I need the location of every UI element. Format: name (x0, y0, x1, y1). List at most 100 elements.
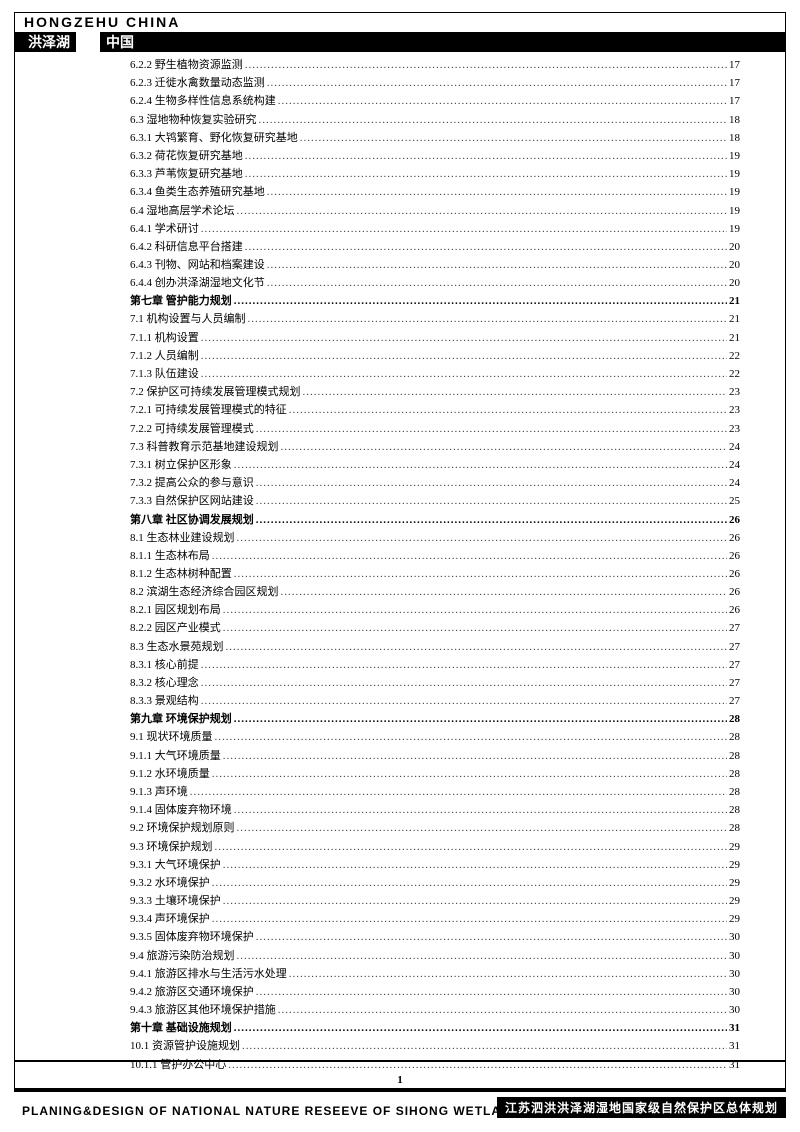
toc-row: 9.4.3 旅游区其他环境保护措施.......................… (130, 1005, 740, 1016)
toc-row: 9.3.1 大气环境保护............................… (130, 860, 740, 871)
toc-row: 6.4.2 科研信息平台搭建..........................… (130, 242, 740, 253)
toc-page: 19 (729, 169, 740, 180)
toc-row: 8.1 生态林业建设规划............................… (130, 533, 740, 544)
toc-label: 6.4.3 刊物、网站和档案建设 (130, 260, 265, 271)
page-number: 1 (0, 1074, 800, 1086)
toc-row: 8.1.2 生态林树种配置...........................… (130, 569, 740, 580)
header-english: HONGZEHU CHINA (24, 14, 180, 30)
toc-page: 21 (729, 333, 740, 344)
toc-row: 9.4.1 旅游区排水与生活污水处理......................… (130, 969, 740, 980)
toc-row: 8.3.2 核心理念..............................… (130, 678, 740, 689)
toc-page: 26 (729, 605, 740, 616)
toc-leader-dots: ........................................… (289, 405, 727, 416)
toc-leader-dots: ........................................… (245, 242, 727, 253)
toc-page: 19 (729, 224, 740, 235)
toc-label: 6.4.4 创办洪泽湖湿地文化节 (130, 278, 265, 289)
table-of-contents: 6.2.2 野生植物资源监测..........................… (130, 60, 740, 1062)
toc-label: 9.3 环境保护规划 (130, 842, 213, 853)
header-title-bar: 洪泽湖 中国 (14, 32, 786, 52)
toc-leader-dots: ........................................… (212, 769, 727, 780)
toc-leader-dots: ........................................… (267, 78, 727, 89)
toc-page: 17 (729, 78, 740, 89)
footer-chinese: 江苏泗洪洪泽湖湿地国家级自然保护区总体规划 (497, 1097, 786, 1118)
toc-leader-dots: ........................................… (267, 278, 727, 289)
toc-page: 17 (729, 96, 740, 107)
toc-page: 25 (729, 496, 740, 507)
toc-row: 第八章 社区协调发展规划............................… (130, 515, 740, 526)
toc-row: 6.2.2 野生植物资源监测..........................… (130, 60, 740, 71)
toc-page: 29 (729, 860, 740, 871)
toc-label: 6.4 湿地高层学术论坛 (130, 206, 235, 217)
toc-leader-dots: ........................................… (281, 587, 728, 598)
toc-label: 7.3.1 树立保护区形象 (130, 460, 232, 471)
toc-row: 7.2.1 可持续发展管理模式的特征......................… (130, 405, 740, 416)
toc-label: 7.1 机构设置与人员编制 (130, 314, 246, 325)
toc-row: 9.3.4 声环境保护.............................… (130, 914, 740, 925)
toc-label: 6.4.2 科研信息平台搭建 (130, 242, 243, 253)
footer-divider (14, 1060, 786, 1062)
toc-leader-dots: ........................................… (278, 96, 727, 107)
toc-page: 28 (729, 751, 740, 762)
toc-leader-dots: ........................................… (226, 642, 728, 653)
toc-label: 9.4.2 旅游区交通环境保护 (130, 987, 254, 998)
toc-label: 6.3 湿地物种恢复实验研究 (130, 115, 257, 126)
toc-page: 28 (729, 714, 740, 725)
toc-label: 8.3.1 核心前提 (130, 660, 199, 671)
toc-page: 31 (729, 1041, 740, 1052)
toc-row: 9.2 环境保护规划原则............................… (130, 823, 740, 834)
toc-leader-dots: ........................................… (223, 860, 727, 871)
toc-page: 18 (729, 115, 740, 126)
toc-leader-dots: ........................................… (256, 987, 727, 998)
toc-label: 7.3.3 自然保护区网站建设 (130, 496, 254, 507)
toc-row: 9.1.1 大气环境质量............................… (130, 751, 740, 762)
toc-row: 6.4.1 学术研讨..............................… (130, 224, 740, 235)
toc-leader-dots: ........................................… (190, 787, 727, 798)
toc-row: 8.1.1 生态林布局.............................… (130, 551, 740, 562)
toc-row: 7.1.3 队伍建设..............................… (130, 369, 740, 380)
toc-page: 24 (729, 478, 740, 489)
toc-label: 9.4.1 旅游区排水与生活污水处理 (130, 969, 287, 980)
toc-row: 7.2.2 可持续发展管理模式.........................… (130, 424, 740, 435)
toc-page: 26 (729, 533, 740, 544)
toc-label: 6.2.3 迁徙水禽数量动态监测 (130, 78, 265, 89)
toc-row: 9.3.2 水环境保护.............................… (130, 878, 740, 889)
toc-page: 28 (729, 732, 740, 743)
toc-leader-dots: ........................................… (237, 206, 728, 217)
toc-page: 28 (729, 823, 740, 834)
bottom-bar (14, 1088, 786, 1092)
toc-label: 7.1.2 人员编制 (130, 351, 199, 362)
toc-page: 29 (729, 896, 740, 907)
toc-leader-dots: ........................................… (237, 533, 728, 544)
toc-row: 8.2 滨湖生态经济综合园区规划........................… (130, 587, 740, 598)
toc-leader-dots: ........................................… (234, 714, 727, 725)
toc-page: 29 (729, 878, 740, 889)
toc-leader-dots: ........................................… (234, 805, 727, 816)
header-cn-2: 中国 (106, 32, 134, 52)
toc-row: 6.4.4 创办洪泽湖湿地文化节........................… (130, 278, 740, 289)
toc-label: 6.3.3 芦苇恢复研究基地 (130, 169, 243, 180)
toc-leader-dots: ........................................… (212, 914, 727, 925)
toc-label: 9.3.4 声环境保护 (130, 914, 210, 925)
toc-page: 31 (729, 1023, 740, 1034)
toc-page: 20 (729, 278, 740, 289)
toc-row: 9.3.3 土壤环境保护............................… (130, 896, 740, 907)
toc-page: 29 (729, 914, 740, 925)
toc-row: 6.4 湿地高层学术论坛............................… (130, 206, 740, 217)
toc-page: 29 (729, 842, 740, 853)
toc-label: 第七章 管护能力规划 (130, 296, 232, 307)
toc-leader-dots: ........................................… (300, 133, 727, 144)
toc-page: 24 (729, 442, 740, 453)
toc-label: 6.3.4 鱼类生态养殖研究基地 (130, 187, 265, 198)
toc-label: 9.2 环境保护规划原则 (130, 823, 235, 834)
toc-row: 8.2.2 园区产业模式............................… (130, 623, 740, 634)
toc-label: 9.1.4 固体废弃物环境 (130, 805, 232, 816)
toc-page: 30 (729, 987, 740, 998)
toc-page: 30 (729, 932, 740, 943)
toc-leader-dots: ........................................… (223, 751, 727, 762)
toc-page: 26 (729, 515, 740, 526)
toc-page: 27 (729, 696, 740, 707)
toc-label: 9.3.2 水环境保护 (130, 878, 210, 889)
toc-label: 8.3.3 景观结构 (130, 696, 199, 707)
toc-page: 24 (729, 460, 740, 471)
toc-page: 27 (729, 678, 740, 689)
